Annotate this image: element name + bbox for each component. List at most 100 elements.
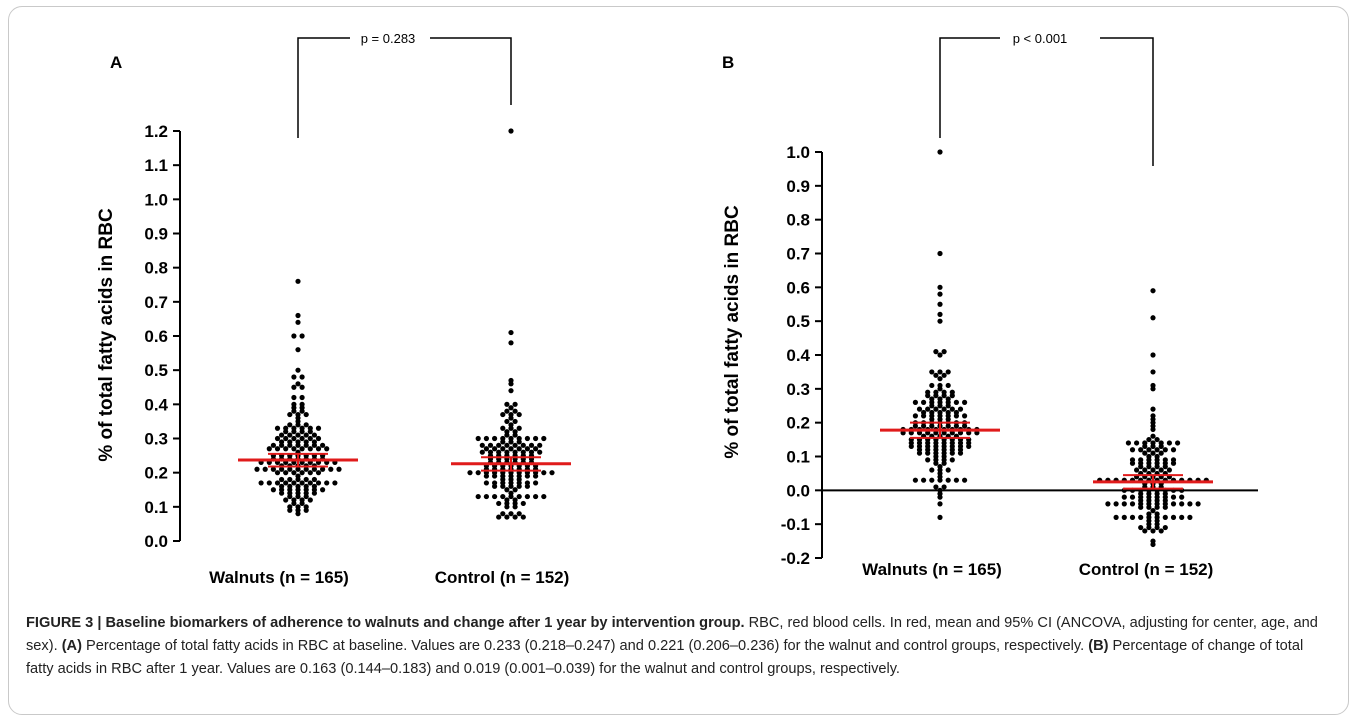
data-point [937,291,943,297]
data-point [1179,494,1185,500]
y-tick-label: 0.2 [786,414,810,433]
data-point [500,446,506,452]
panel-a-mean-ci [238,452,571,472]
data-point [528,449,535,455]
data-point [508,377,514,384]
data-point [929,369,935,375]
data-point [937,494,943,500]
data-point [291,333,297,339]
data-point [541,435,547,442]
y-tick-label: 0.9 [786,177,810,196]
caption-intro: RBC, red blood cells. In red, mean and 9… [26,615,1318,654]
data-point [262,466,268,472]
data-point [1125,440,1131,446]
data-point [1129,514,1136,521]
data-point [937,464,943,470]
data-point [1162,491,1168,497]
data-point [307,470,313,476]
data-point [487,449,494,455]
data-point [1162,497,1168,504]
panel-b-x-label-control: Control (n = 152) [1079,560,1214,579]
data-point [1166,467,1172,473]
y-tick-label: 0.5 [786,312,810,331]
data-point [1150,440,1156,446]
data-point [1150,467,1156,473]
panel-a-x-label-walnuts: Walnuts (n = 165) [209,568,349,587]
data-point [307,446,313,452]
panel-a-p-value: p = 0.283 [361,31,416,46]
data-point [1154,497,1160,504]
data-point [937,376,943,382]
data-point [291,425,297,431]
data-point [1154,436,1160,443]
data-point [291,497,297,503]
data-point [483,480,489,486]
data-point [266,480,272,486]
data-point [962,399,968,405]
data-point [1138,457,1144,463]
data-point [295,483,301,489]
data-point [937,318,943,324]
data-point [475,493,481,500]
data-point [1170,447,1177,453]
data-point [500,493,506,500]
data-point [941,349,947,355]
data-point [1129,457,1136,463]
data-point [295,347,301,353]
data-point [1105,501,1111,507]
data-point [1146,453,1152,460]
data-point [962,413,968,419]
data-point [1158,467,1164,473]
data-point [528,442,535,448]
data-point [537,442,543,448]
y-tick-label: 0.7 [786,245,810,264]
data-point [315,480,322,486]
data-point [1150,315,1156,321]
figure-charts: A % of total fatty acids in RBC 0.00.10.… [96,31,1258,587]
data-point [274,435,281,442]
data-point [287,432,293,438]
data-point [508,422,514,428]
data-point [254,466,260,472]
data-point [937,514,943,521]
data-point [1150,352,1156,358]
data-point [533,435,539,442]
data-point [1162,447,1168,453]
data-point [541,470,547,476]
data-point [279,439,285,445]
data-point [496,514,502,520]
data-point [274,480,281,486]
data-point [929,409,935,416]
data-point [287,476,293,483]
data-point [508,329,514,336]
data-point [933,389,939,395]
data-point [1138,514,1144,521]
data-point [1150,433,1156,439]
data-point [295,411,301,418]
data-point [1129,447,1136,453]
data-point [311,483,317,489]
data-point [1150,382,1156,389]
data-point [279,483,285,489]
data-point [328,466,334,472]
data-point [520,442,526,448]
data-point [508,411,514,418]
data-point [299,401,305,407]
data-point [520,514,526,520]
data-point [912,413,919,419]
data-point [295,381,301,387]
data-point [512,487,518,493]
data-point [1170,501,1177,507]
data-point [475,470,481,476]
data-point [1179,501,1185,507]
data-point [295,432,301,438]
data-point [541,493,547,500]
data-point [508,435,514,442]
data-point [295,504,301,510]
figure-caption: FIGURE 3 | Baseline biomarkers of adhere… [26,612,1328,681]
panel-a-ylabel: % of total fatty acids in RBC [96,208,117,462]
data-point [1179,514,1185,521]
data-point [916,406,923,412]
data-point [475,435,481,442]
data-point [492,435,498,442]
